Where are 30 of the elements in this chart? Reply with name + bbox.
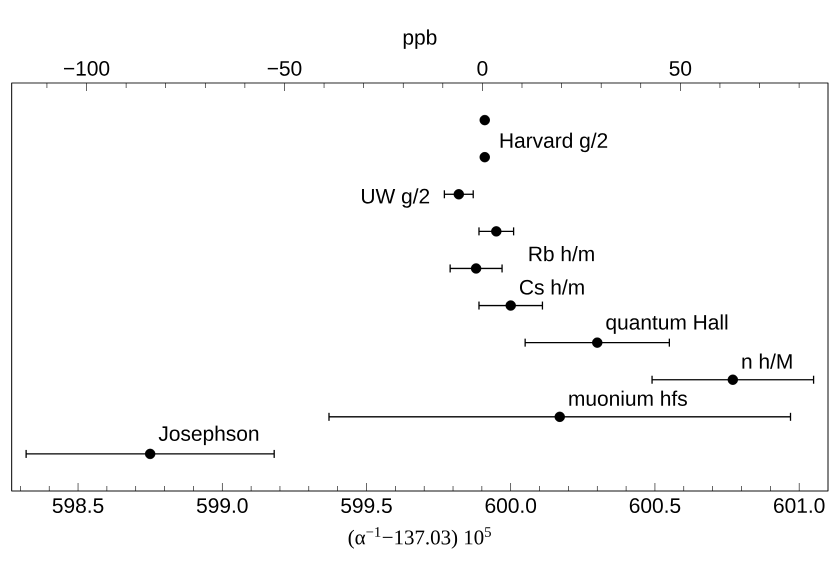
point [480,152,490,162]
x-axis-title: (α$^{−1}$−137.03) 10$^{5}$ [348,527,491,549]
x2-tick-label: −50 [268,61,302,76]
point [506,300,516,311]
point [480,114,490,126]
x-tick-label: 600.0 [486,498,536,513]
series-label: UW g/2 [362,188,430,208]
x-tick-label: 600.5 [630,498,680,513]
point [728,374,738,385]
series-label: muonium hfs [569,390,687,406]
point [592,337,602,348]
series-label: Rb h/m [530,246,594,262]
x2-axis-title: ppb [404,29,436,49]
point [454,189,464,200]
x-tick-label: 598.5 [52,498,104,513]
x-tick-label: 599.5 [341,498,392,513]
point [470,263,482,274]
x-tick-label: 599.0 [196,498,248,513]
point [144,448,156,460]
x2-tick-label: 50 [670,61,692,76]
point [554,412,565,422]
x2-tick-label: 0 [477,61,488,76]
series-label: Harvard g/2 [500,132,608,152]
point [491,226,502,237]
x2-tick-label: −100 [64,61,110,76]
series-label: Josephson [158,426,258,446]
series-label: quantum Hall [606,314,728,334]
series-label: n h/M [742,354,792,369]
series-label: Cs h/m [520,279,584,295]
x-tick-label: 601.0 [774,498,825,513]
